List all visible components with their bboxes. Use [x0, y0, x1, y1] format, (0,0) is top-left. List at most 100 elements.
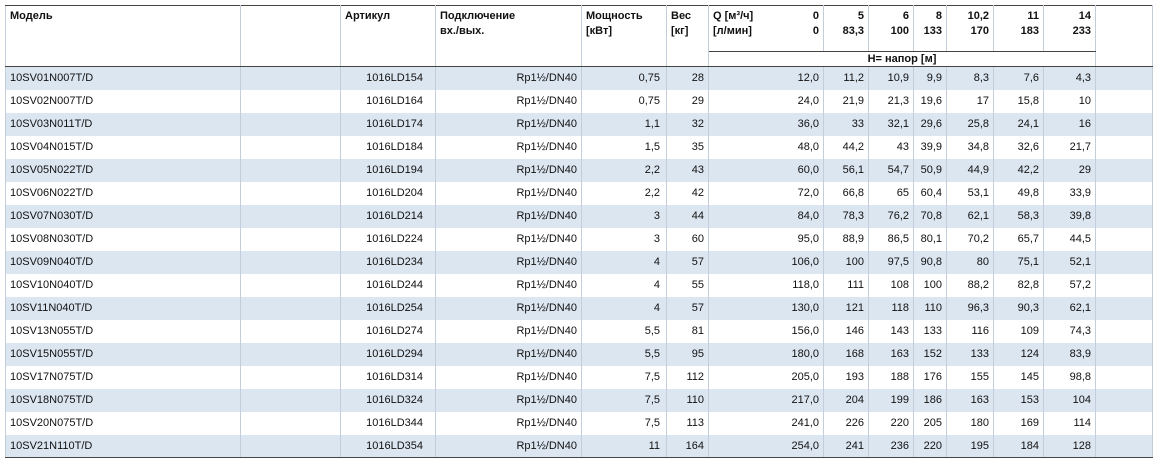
connection-cell: Rp1½/DN40: [435, 227, 582, 251]
spacer-cell: [1095, 204, 1153, 228]
model-cell: 10SV02N007T/D: [5, 89, 241, 113]
head-value-cell: 193: [823, 365, 869, 389]
table-row: 10SV06N022T/D 1016LD204 Rp1½/DN40 2,2 42…: [5, 181, 1153, 205]
head-value-cell: 220: [868, 411, 914, 435]
article-cell: 1016LD234: [340, 250, 436, 274]
head-value-cell: 96,3: [946, 296, 994, 320]
head-value-cell: 15,8: [993, 89, 1044, 113]
table-row: 10SV09N040T/D 1016LD234 Rp1½/DN40 4 57 1…: [5, 250, 1153, 274]
col-header-flow-3: 8 133: [913, 5, 947, 52]
head-value-cell: 44,5: [1043, 227, 1096, 251]
table-row: 10SV05N022T/D 1016LD194 Rp1½/DN40 2,2 43…: [5, 158, 1153, 182]
head-value-cell: 48,0: [708, 135, 824, 159]
head-value-cell: 76,2: [868, 204, 914, 228]
weight-cell: 112: [666, 365, 709, 389]
weight-cell: 43: [666, 158, 709, 182]
photo-cell: [240, 273, 341, 297]
model-cell: 10SV13N055T/D: [5, 319, 241, 343]
article-cell: 1016LD324: [340, 388, 436, 412]
connection-cell: Rp1½/DN40: [435, 319, 582, 343]
article-cell: 1016LD174: [340, 112, 436, 136]
head-value-cell: 24,0: [708, 89, 824, 113]
head-value-cell: 54,7: [868, 158, 914, 182]
power-cell: 2,2: [581, 181, 667, 205]
head-value-cell: 98,8: [1043, 365, 1096, 389]
head-value-cell: 78,3: [823, 204, 869, 228]
weight-cell: 42: [666, 181, 709, 205]
spacer-cell: [1095, 319, 1153, 343]
head-value-cell: 16: [1043, 112, 1096, 136]
connection-cell: Rp1½/DN40: [435, 89, 582, 113]
article-cell: 1016LD214: [340, 204, 436, 228]
head-value-cell: 226: [823, 411, 869, 435]
head-units-label: Н= напор [м]: [708, 51, 1096, 67]
col-header-connection-line1: Подключение: [440, 10, 516, 22]
table-row: 10SV18N075T/D 1016LD324 Rp1½/DN40 7,5 11…: [5, 388, 1153, 412]
spacer-cell: [1095, 89, 1153, 113]
connection-cell: Rp1½/DN40: [435, 181, 582, 205]
head-value-cell: 124: [993, 342, 1044, 366]
head-value-cell: 53,1: [946, 181, 994, 205]
head-value-cell: 100: [913, 273, 947, 297]
connection-cell: Rp1½/DN40: [435, 158, 582, 182]
weight-cell: 113: [666, 411, 709, 435]
head-value-cell: 56,1: [823, 158, 869, 182]
col-header-flow-4: 10,2 170: [946, 5, 994, 52]
head-value-cell: 163: [946, 388, 994, 412]
weight-cell: 55: [666, 273, 709, 297]
power-cell: 5,5: [581, 342, 667, 366]
photo-cell: [240, 112, 341, 136]
head-value-cell: 111: [823, 273, 869, 297]
head-value-cell: 9,9: [913, 66, 947, 90]
head-value-cell: 97,5: [868, 250, 914, 274]
head-value-cell: 32,6: [993, 135, 1044, 159]
head-value-cell: 12,0: [708, 66, 824, 90]
model-cell: 10SV18N075T/D: [5, 388, 241, 412]
table-row: 10SV13N055T/D 1016LD274 Rp1½/DN40 5,5 81…: [5, 319, 1153, 343]
connection-cell: Rp1½/DN40: [435, 342, 582, 366]
col-header-power: Мощность [кВт]: [581, 5, 667, 67]
head-value-cell: 21,3: [868, 89, 914, 113]
head-value-cell: 60,4: [913, 181, 947, 205]
connection-cell: Rp1½/DN40: [435, 135, 582, 159]
connection-cell: Rp1½/DN40: [435, 204, 582, 228]
power-cell: 7,5: [581, 388, 667, 412]
head-value-cell: 128: [1043, 434, 1096, 458]
head-value-cell: 70,2: [946, 227, 994, 251]
article-cell: 1016LD224: [340, 227, 436, 251]
col-header-flow-2: 6 100: [868, 5, 914, 52]
connection-cell: Rp1½/DN40: [435, 66, 582, 90]
weight-cell: 32: [666, 112, 709, 136]
model-cell: 10SV15N055T/D: [5, 342, 241, 366]
head-value-cell: 156,0: [708, 319, 824, 343]
col-header-right-spacer: [1095, 5, 1153, 67]
head-value-cell: 145: [993, 365, 1044, 389]
article-cell: 1016LD354: [340, 434, 436, 458]
head-value-cell: 88,2: [946, 273, 994, 297]
weight-cell: 44: [666, 204, 709, 228]
head-value-cell: 36,0: [708, 112, 824, 136]
table-row: 10SV08N030T/D 1016LD224 Rp1½/DN40 3 60 9…: [5, 227, 1153, 251]
spacer-cell: [1095, 158, 1153, 182]
flow-unit-m3h-label: Q [м³/ч]: [713, 10, 754, 22]
head-value-cell: 108: [868, 273, 914, 297]
table-row: 10SV04N015T/D 1016LD184 Rp1½/DN40 1,5 35…: [5, 135, 1153, 159]
head-value-cell: 80: [946, 250, 994, 274]
photo-cell: [240, 66, 341, 90]
col-header-article: Артикул: [340, 5, 436, 67]
head-value-cell: 110: [913, 296, 947, 320]
col-header-weight-line1: Вес: [671, 10, 692, 22]
spacer-cell: [1095, 365, 1153, 389]
col-header-connection: Подключение вх./вых.: [435, 5, 582, 67]
photo-cell: [240, 319, 341, 343]
power-cell: 1,5: [581, 135, 667, 159]
head-value-cell: 152: [913, 342, 947, 366]
head-value-cell: 217,0: [708, 388, 824, 412]
article-cell: 1016LD344: [340, 411, 436, 435]
head-value-cell: 84,0: [708, 204, 824, 228]
photo-cell: [240, 388, 341, 412]
spacer-cell: [1095, 112, 1153, 136]
head-value-cell: 10: [1043, 89, 1096, 113]
article-cell: 1016LD244: [340, 273, 436, 297]
